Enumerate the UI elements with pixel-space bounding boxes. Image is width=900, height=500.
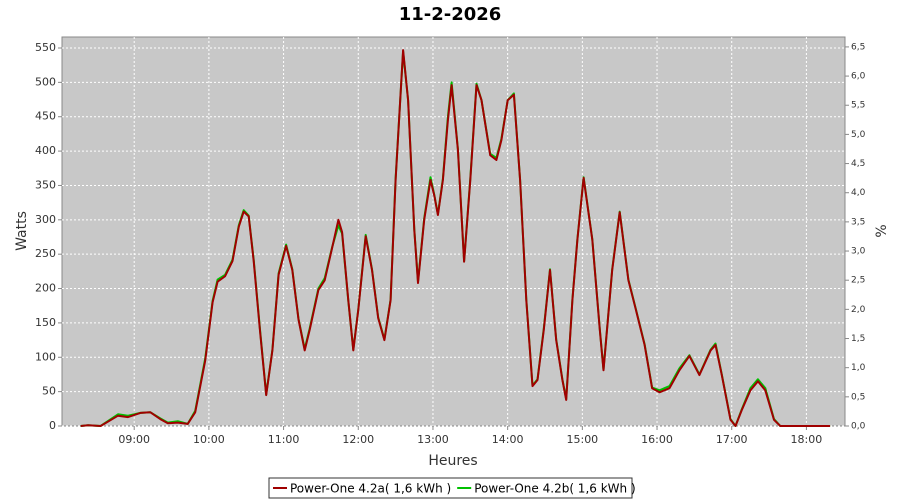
x-tick-label: 18:00 bbox=[791, 433, 823, 446]
y2-tick-label: 1,0 bbox=[851, 363, 866, 373]
y-tick-label: 150 bbox=[35, 316, 56, 329]
series-line bbox=[80, 49, 831, 427]
x-tick-label: 17:00 bbox=[716, 433, 748, 446]
y-tick-label: 50 bbox=[42, 385, 56, 398]
y2-tick-label: 0,0 bbox=[851, 422, 866, 432]
y-tick-label: 0 bbox=[49, 419, 56, 432]
x-tick-label: 15:00 bbox=[566, 433, 598, 446]
y2-tick-label: 6,5 bbox=[851, 42, 865, 52]
x-tick-label: 16:00 bbox=[641, 433, 673, 446]
y2-tick-label: 3,5 bbox=[851, 217, 865, 227]
y2-tick-label: 0,5 bbox=[851, 392, 865, 402]
x-tick-label: 12:00 bbox=[342, 433, 374, 446]
x-tick-label: 09:00 bbox=[118, 433, 150, 446]
y2-tick-label: 2,5 bbox=[851, 276, 865, 286]
y2-tick-label: 4,0 bbox=[851, 188, 866, 198]
y-axis-title: Watts bbox=[14, 211, 30, 251]
y2-tick-label: 4,5 bbox=[851, 159, 865, 169]
y2-tick-label: 2,0 bbox=[851, 305, 866, 315]
legend-label: Power-One 4.2b( 1,6 kWh ) bbox=[474, 482, 635, 496]
chart-title: 11-2-2026 bbox=[399, 4, 502, 25]
x-tick-label: 14:00 bbox=[492, 433, 524, 446]
y2-tick-label: 3,0 bbox=[851, 247, 866, 257]
y2-tick-label: 5,0 bbox=[851, 130, 866, 140]
x-tick-label: 13:00 bbox=[417, 433, 449, 446]
y-tick-label: 400 bbox=[35, 144, 56, 157]
y2-axis-title: % bbox=[874, 224, 890, 237]
legend-label: Power-One 4.2a( 1,6 kWh ) bbox=[290, 482, 451, 496]
x-tick-label: 11:00 bbox=[268, 433, 300, 446]
y2-tick-label: 1,5 bbox=[851, 334, 865, 344]
y-tick-label: 300 bbox=[35, 213, 56, 226]
y-tick-label: 450 bbox=[35, 110, 56, 123]
y-tick-label: 200 bbox=[35, 282, 56, 295]
y2-tick-label: 5,5 bbox=[851, 101, 865, 111]
y-tick-label: 100 bbox=[35, 350, 56, 363]
legend-box bbox=[268, 477, 633, 499]
x-axis-title: Heures bbox=[428, 453, 477, 469]
x-tick-label: 10:00 bbox=[193, 433, 225, 446]
y-tick-label: 500 bbox=[35, 75, 56, 88]
y-tick-label: 350 bbox=[35, 178, 56, 191]
y-tick-label: 250 bbox=[35, 247, 56, 260]
y2-tick-label: 6,0 bbox=[851, 72, 866, 82]
y-tick-label: 550 bbox=[35, 41, 56, 54]
